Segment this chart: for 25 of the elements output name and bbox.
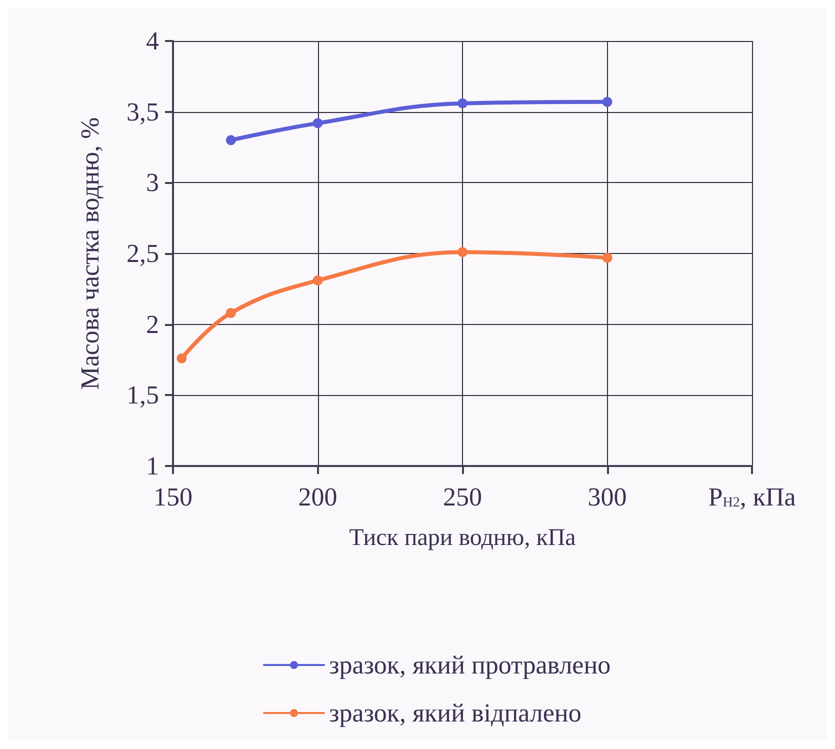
y-tick-label: 2 (146, 310, 159, 339)
legend-label: зразок, який протравлено (329, 650, 611, 680)
point (312, 118, 323, 128)
point (458, 98, 468, 108)
point (226, 135, 236, 146)
point (602, 96, 612, 107)
x-tick-label: 300 (588, 482, 627, 512)
point (458, 247, 468, 258)
point (602, 252, 612, 263)
y-tick-label: 1 (146, 452, 159, 480)
x-tick-label: 150 (154, 482, 192, 512)
x-tick-label: 200 (298, 482, 338, 512)
point (312, 275, 323, 286)
x-tick-label: PH2, кПа (708, 482, 796, 512)
legend-label: зразок, який відпалено (329, 698, 582, 728)
y-tick-label: 2,5 (126, 239, 159, 268)
x-axis-title: Тиск пари водню, кПа (349, 525, 576, 551)
y-axis-title: Масова частка водню, % (76, 117, 104, 390)
y-tick-label: 4 (146, 26, 159, 56)
point (226, 308, 236, 318)
y-tick-label: 3,5 (126, 97, 159, 126)
x-tick-label: 250 (443, 482, 482, 512)
y-tick-label: 3 (146, 168, 159, 198)
point (176, 353, 187, 364)
y-tick-label: 1,5 (126, 380, 159, 410)
